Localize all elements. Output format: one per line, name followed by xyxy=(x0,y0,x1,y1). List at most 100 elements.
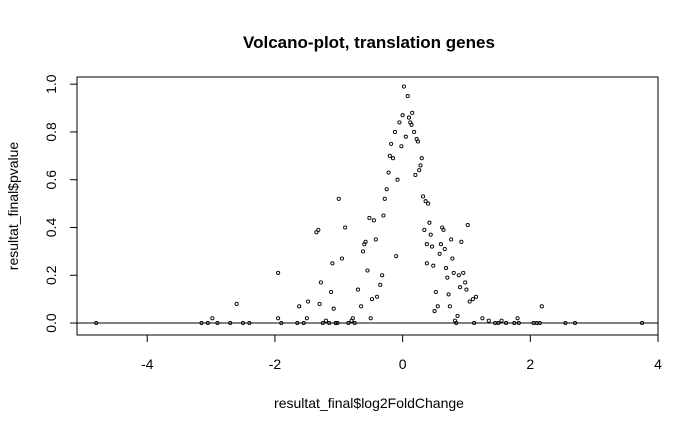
data-point xyxy=(331,306,336,311)
data-point xyxy=(363,239,368,244)
data-point xyxy=(412,129,417,134)
data-point xyxy=(428,232,433,237)
y-tick-label: 1.0 xyxy=(43,74,59,94)
data-point xyxy=(318,280,323,285)
data-point xyxy=(420,194,426,199)
data-point xyxy=(435,304,440,309)
data-point xyxy=(415,139,420,144)
x-axis: -4 -2 0 2 4 xyxy=(141,335,662,372)
data-point xyxy=(438,242,443,247)
data-point xyxy=(427,220,432,225)
data-point xyxy=(234,301,239,306)
data-point xyxy=(323,318,329,323)
chart-title: Volcano-plot, translation genes xyxy=(243,33,495,52)
data-point xyxy=(400,113,405,118)
x-tick-label: 2 xyxy=(526,356,534,372)
data-point xyxy=(386,170,391,175)
data-point xyxy=(205,321,210,326)
data-point xyxy=(467,299,472,304)
data-point xyxy=(320,321,325,326)
data-point xyxy=(279,321,284,326)
data-point xyxy=(94,321,99,326)
data-point xyxy=(199,321,204,326)
x-axis-label: resultat_final$log2FoldChange xyxy=(274,395,464,411)
data-point xyxy=(210,316,215,321)
data-point xyxy=(403,134,408,139)
data-point xyxy=(365,268,370,273)
data-point xyxy=(446,292,451,297)
data-point xyxy=(454,321,459,326)
data-point xyxy=(276,270,281,275)
data-point xyxy=(330,261,335,266)
data-point xyxy=(346,321,351,326)
x-tick-label: -2 xyxy=(269,356,282,372)
data-point xyxy=(405,94,410,99)
data-point xyxy=(369,297,375,302)
data-point xyxy=(418,163,423,168)
data-point xyxy=(247,321,252,326)
data-point xyxy=(417,168,422,173)
data-point xyxy=(304,316,309,321)
data-point xyxy=(424,242,429,247)
data-point xyxy=(399,144,404,149)
data-point xyxy=(295,321,300,326)
data-point xyxy=(451,270,456,275)
data-point xyxy=(276,316,281,321)
data-point xyxy=(445,275,450,280)
x-tick-label: 4 xyxy=(654,356,662,372)
data-point xyxy=(360,249,366,254)
data-point xyxy=(563,321,568,326)
data-point xyxy=(228,321,233,326)
data-point xyxy=(317,301,322,306)
data-point xyxy=(470,297,475,302)
data-point xyxy=(384,187,389,192)
data-point xyxy=(343,225,348,230)
data-point xyxy=(480,316,485,321)
data-point xyxy=(473,294,479,299)
plot-frame xyxy=(76,76,659,336)
x-tick-label: -4 xyxy=(141,356,154,372)
y-tick-label: 0.2 xyxy=(43,265,59,285)
data-point xyxy=(316,227,321,232)
data-point xyxy=(355,287,360,292)
data-point xyxy=(442,246,447,252)
data-point xyxy=(392,129,398,134)
y-tick-label: 0.4 xyxy=(43,218,59,238)
data-point xyxy=(515,316,520,321)
data-point xyxy=(335,321,340,326)
data-point xyxy=(215,321,220,326)
data-point xyxy=(432,309,437,314)
data-point xyxy=(449,237,454,242)
data-point xyxy=(394,254,399,259)
y-axis: 0.0 0.2 0.4 0.6 0.8 1.0 xyxy=(43,74,77,333)
data-point xyxy=(437,251,442,256)
data-point xyxy=(387,153,392,158)
data-point xyxy=(397,120,402,125)
data-point xyxy=(368,316,373,321)
y-tick-label: 0.6 xyxy=(43,170,59,190)
data-point xyxy=(401,84,406,89)
data-point xyxy=(503,321,509,326)
data-point xyxy=(371,218,376,223)
data-point xyxy=(463,280,468,285)
data-point xyxy=(456,273,461,278)
data-point xyxy=(431,263,436,268)
data-point xyxy=(465,223,470,228)
data-point xyxy=(422,227,427,232)
data-point xyxy=(359,304,364,309)
data-point xyxy=(297,304,302,309)
data-point xyxy=(459,239,464,244)
data-point xyxy=(413,172,418,177)
data-point xyxy=(382,196,387,201)
data-point xyxy=(240,321,246,326)
data-point xyxy=(433,289,438,295)
data-point xyxy=(516,321,521,326)
data-point xyxy=(461,270,466,275)
data-point xyxy=(447,304,452,309)
data-point xyxy=(329,289,334,295)
data-point xyxy=(306,299,311,304)
data-point xyxy=(327,321,332,326)
data-point xyxy=(367,215,372,220)
data-point xyxy=(336,196,341,201)
